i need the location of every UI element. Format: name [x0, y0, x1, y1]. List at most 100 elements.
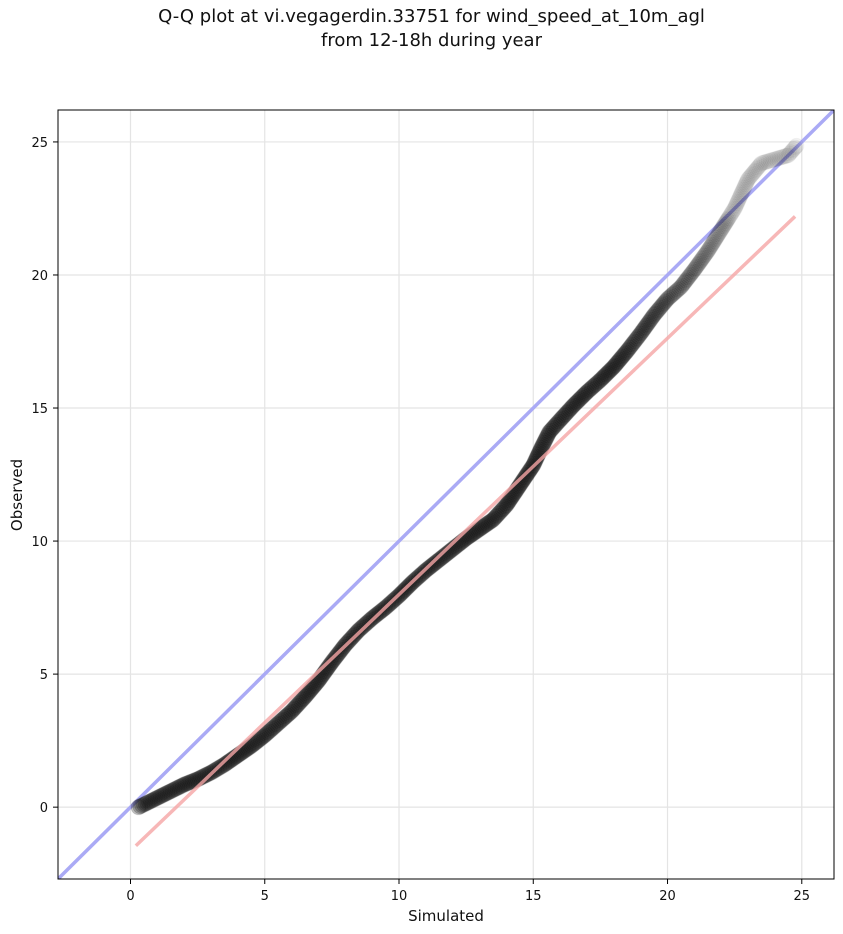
- qq-point: [503, 489, 520, 506]
- qq-point: [152, 788, 169, 805]
- qq-point: [273, 712, 290, 729]
- qq-point: [650, 301, 667, 318]
- qq-point: [538, 429, 555, 446]
- qq-point: [638, 317, 655, 334]
- qq-point: [159, 784, 176, 801]
- qq-point: [264, 720, 281, 737]
- qq-point: [668, 282, 685, 299]
- qq-point: [325, 652, 342, 669]
- qq-point: [300, 684, 317, 701]
- qq-point: [731, 190, 748, 207]
- qq-point: [542, 422, 559, 439]
- qq-point: [773, 149, 790, 166]
- qq-point: [255, 728, 272, 745]
- qq-point: [326, 650, 343, 667]
- reference-line: [58, 110, 834, 879]
- qq-point: [723, 205, 740, 222]
- qq-point: [305, 678, 322, 695]
- qq-point: [662, 288, 679, 305]
- qq-point: [710, 226, 727, 243]
- qq-point: [220, 753, 237, 770]
- qq-point: [643, 309, 660, 326]
- qq-point: [716, 216, 733, 233]
- qq-point: [584, 378, 601, 395]
- qq-point: [482, 513, 499, 530]
- qq-point: [291, 694, 308, 711]
- qq-point: [603, 361, 620, 378]
- qq-point: [625, 334, 642, 351]
- data-layer: [58, 110, 834, 879]
- qq-point: [196, 767, 213, 784]
- y-tick-label: 10: [31, 535, 48, 550]
- qq-point: [470, 522, 487, 539]
- qq-point: [540, 425, 557, 442]
- qq-point: [535, 436, 552, 453]
- qq-point: [733, 184, 750, 201]
- qq-point: [675, 275, 692, 292]
- qq-point: [429, 552, 446, 569]
- qq-point: [704, 234, 721, 251]
- qq-point: [552, 411, 569, 428]
- qq-point: [219, 754, 236, 771]
- qq-point: [703, 236, 720, 253]
- qq-point: [303, 681, 320, 698]
- qq-point: [323, 654, 340, 671]
- qq-point: [721, 208, 738, 225]
- qq-point: [601, 362, 618, 379]
- qq-point: [658, 292, 675, 309]
- qq-point: [151, 789, 168, 806]
- qq-point: [352, 620, 369, 637]
- qq-point: [747, 162, 764, 179]
- qq-point: [771, 149, 788, 166]
- qq-point: [616, 345, 633, 362]
- qq-point: [554, 409, 571, 426]
- y-tick-label: 15: [31, 402, 48, 417]
- x-tick-label: 5: [261, 889, 269, 904]
- qq-point: [736, 178, 753, 195]
- qq-point: [166, 781, 183, 798]
- qq-point: [550, 413, 567, 430]
- qq-point: [502, 491, 519, 508]
- qq-point: [661, 289, 678, 306]
- qq-point: [497, 498, 514, 515]
- qq-point: [780, 147, 797, 164]
- qq-point: [644, 308, 661, 325]
- qq-point: [707, 231, 724, 248]
- qq-point: [176, 776, 193, 793]
- qq-point: [700, 241, 717, 258]
- qq-point: [286, 700, 303, 717]
- qq-point: [726, 200, 743, 217]
- qq-point: [287, 698, 304, 715]
- qq-point: [149, 789, 166, 806]
- qq-point: [473, 520, 490, 537]
- qq-point: [536, 432, 553, 449]
- qq-point: [764, 152, 781, 169]
- qq-point: [679, 271, 696, 288]
- qq-point: [680, 269, 697, 286]
- tick-layer: 0 5 10 15 20 25 0 5 10 15 20 25: [31, 136, 810, 904]
- qq-point: [132, 798, 149, 815]
- qq-point: [757, 154, 774, 171]
- qq-point: [265, 719, 282, 736]
- y-tick-label: 25: [31, 136, 48, 151]
- qq-point: [732, 188, 749, 205]
- qq-point: [527, 452, 544, 469]
- qq-point: [468, 523, 485, 540]
- qq-point: [740, 171, 757, 188]
- qq-point: [142, 793, 159, 810]
- qq-point: [154, 787, 171, 804]
- qq-point: [787, 139, 804, 156]
- qq-point: [758, 153, 775, 170]
- qq-point: [769, 150, 786, 167]
- qq-point: [696, 247, 713, 264]
- qq-point: [568, 394, 585, 411]
- qq-point: [776, 148, 793, 165]
- qq-point: [562, 400, 579, 417]
- qq-point: [484, 511, 501, 528]
- qq-point: [576, 386, 593, 403]
- qq-point: [621, 339, 638, 356]
- qq-point: [746, 163, 763, 180]
- qq-point: [622, 338, 639, 355]
- qq-point: [157, 785, 174, 802]
